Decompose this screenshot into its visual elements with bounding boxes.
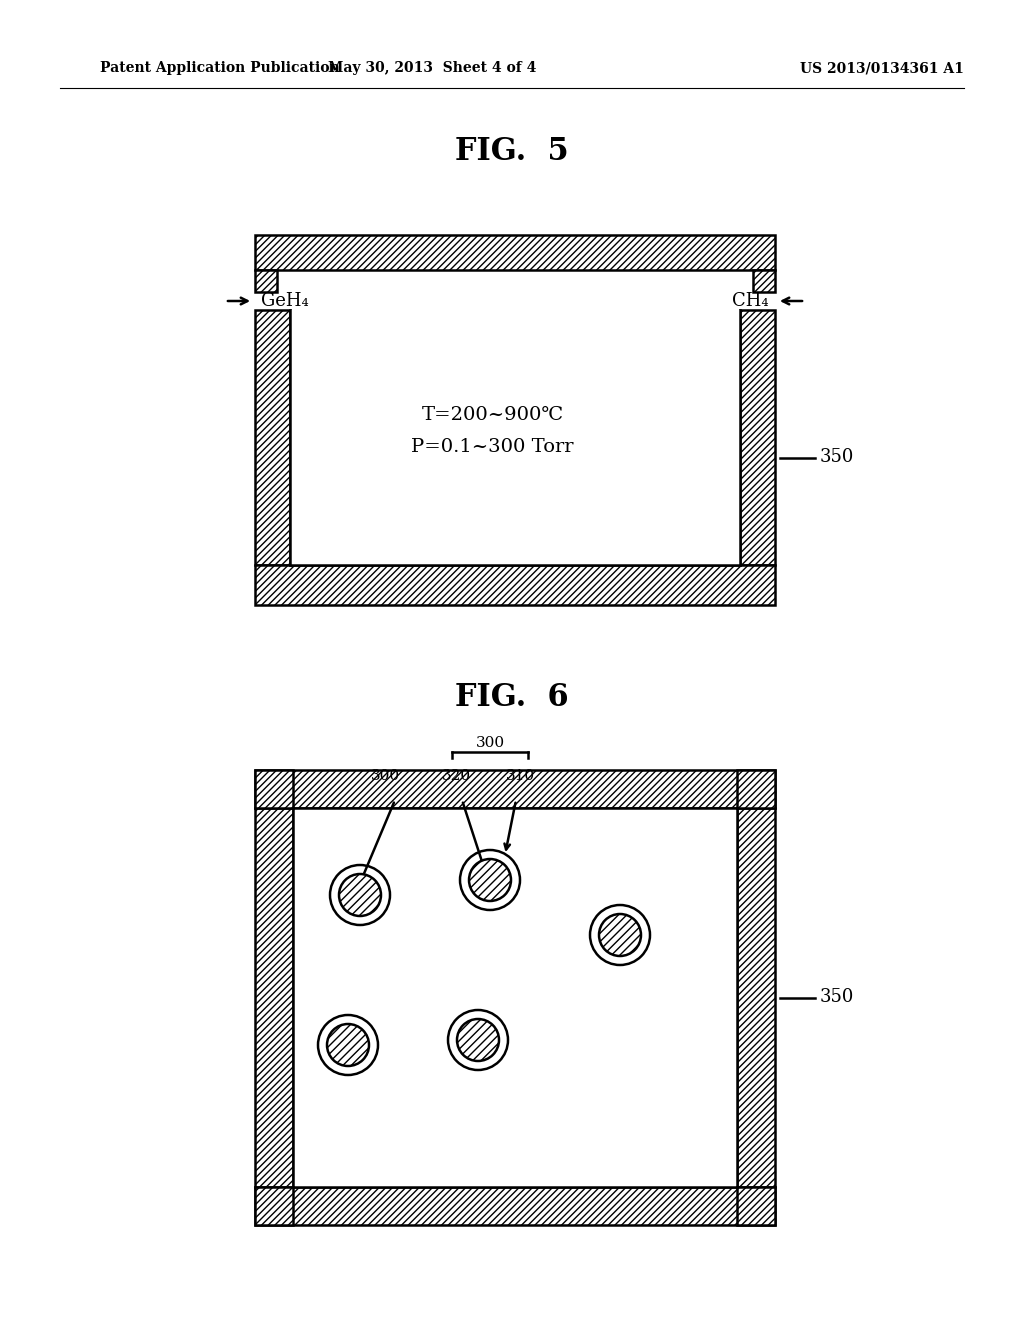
- Circle shape: [318, 1015, 378, 1074]
- Bar: [753, 271, 775, 292]
- Text: 300: 300: [475, 737, 505, 750]
- Text: 350: 350: [820, 989, 854, 1006]
- Text: 350: 350: [820, 449, 854, 466]
- Circle shape: [460, 850, 520, 909]
- Circle shape: [469, 859, 511, 902]
- Bar: [255, 1187, 293, 1225]
- Circle shape: [599, 913, 641, 956]
- Bar: [255, 770, 293, 808]
- Bar: [737, 770, 775, 808]
- Bar: [255, 310, 290, 565]
- Circle shape: [449, 1010, 508, 1071]
- Text: 320: 320: [441, 770, 471, 783]
- Bar: [255, 271, 278, 292]
- Bar: [255, 1187, 775, 1225]
- Bar: [255, 808, 293, 1187]
- Circle shape: [457, 1019, 499, 1061]
- Bar: [737, 808, 775, 1187]
- Text: GeH₄: GeH₄: [261, 292, 309, 310]
- Text: FIG.  6: FIG. 6: [456, 682, 568, 714]
- Circle shape: [327, 1024, 369, 1067]
- Text: 310: 310: [506, 770, 535, 783]
- Text: Patent Application Publication: Patent Application Publication: [100, 61, 340, 75]
- Text: P=0.1~300 Torr: P=0.1~300 Torr: [412, 438, 573, 457]
- Text: US 2013/0134361 A1: US 2013/0134361 A1: [800, 61, 964, 75]
- Text: May 30, 2013  Sheet 4 of 4: May 30, 2013 Sheet 4 of 4: [328, 61, 537, 75]
- Text: CH₄: CH₄: [732, 292, 769, 310]
- Bar: [255, 235, 775, 271]
- Text: FIG.  5: FIG. 5: [456, 136, 568, 168]
- Circle shape: [339, 874, 381, 916]
- Circle shape: [590, 906, 650, 965]
- Bar: [737, 1187, 775, 1225]
- Text: T=200~900℃: T=200~900℃: [421, 407, 563, 425]
- Circle shape: [330, 865, 390, 925]
- Bar: [255, 565, 775, 605]
- Bar: [255, 770, 775, 808]
- Text: 300: 300: [371, 770, 399, 783]
- Bar: [740, 310, 775, 565]
- Bar: [290, 310, 740, 565]
- Bar: [293, 808, 737, 1187]
